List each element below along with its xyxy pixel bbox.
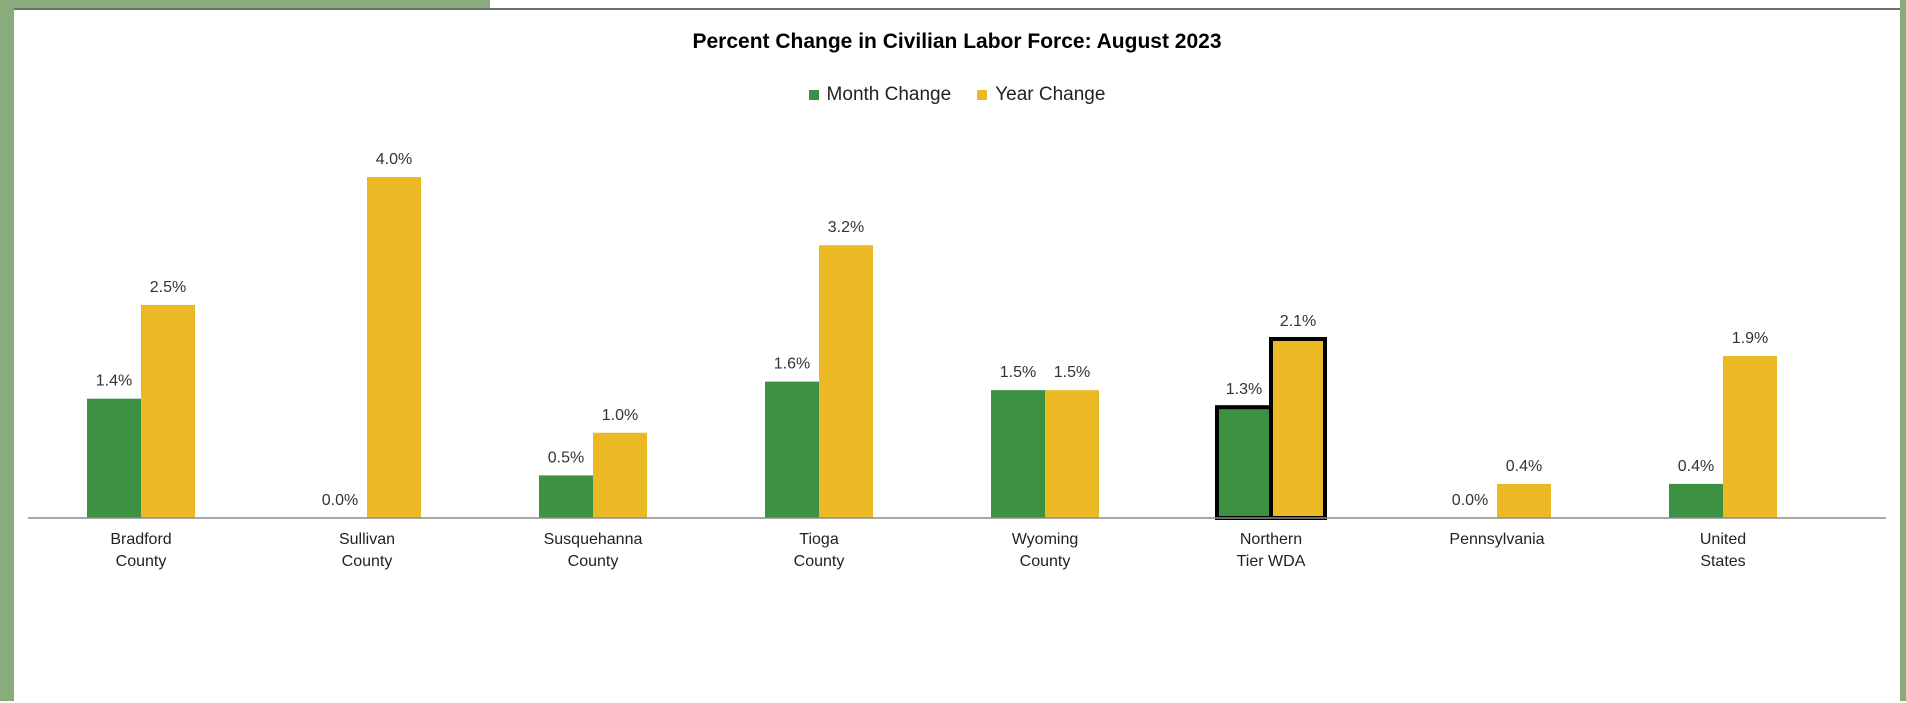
bar-year-1 (367, 177, 421, 519)
frame-right-border (1900, 0, 1906, 701)
bar-year-2 (593, 432, 647, 518)
data-label-month-3: 1.6% (774, 356, 810, 373)
chart-legend: Month Change Year Change (14, 84, 1900, 106)
data-label-month-4: 1.5% (1000, 364, 1036, 381)
bar-chart-plot: 1.4% 2.5% Bradford County 0.0% 4.0% Sullivan Co… (28, 151, 1886, 570)
bar-year-7 (1723, 356, 1777, 518)
category-label-3: Tioga County (794, 531, 845, 570)
data-label-year-1: 4.0% (376, 151, 412, 168)
legend-swatch-month (808, 90, 819, 100)
data-label-month-7: 0.4% (1678, 458, 1714, 475)
category-label-6: Pennsylvania (1449, 531, 1544, 548)
bar-month-4 (991, 390, 1045, 518)
category-label-0: Bradford County (110, 531, 171, 570)
data-label-year-6: 0.4% (1506, 458, 1542, 475)
category-label-7: United States (1700, 531, 1746, 570)
chart-title: Percent Change in Civilian Labor Force: … (692, 30, 1222, 53)
bar-month-0 (87, 398, 141, 518)
data-label-year-2: 1.0% (602, 407, 638, 424)
data-label-year-0: 2.5% (150, 279, 186, 296)
data-label-month-2: 0.5% (548, 449, 584, 466)
bar-year-5 (1269, 337, 1327, 520)
frame-left-border (0, 0, 14, 701)
category-label-2: Susquehanna County (544, 531, 643, 570)
data-label-month-1: 0.0% (322, 492, 358, 509)
data-label-year-7: 1.9% (1732, 330, 1768, 347)
bar-year-6 (1497, 483, 1551, 518)
chart-panel: Percent Change in Civilian Labor Force: … (14, 8, 1900, 701)
bar-year-3 (819, 245, 873, 518)
legend-label-month: Month Change (826, 84, 952, 105)
category-label-5: Northern Tier WDA (1237, 531, 1306, 570)
bar-year-0 (141, 304, 195, 518)
bar-month-5 (1215, 405, 1273, 521)
data-label-year-3: 3.2% (828, 219, 864, 236)
bar-month-2 (539, 475, 593, 518)
category-label-4: Wyoming County (1012, 531, 1079, 570)
legend-label-year: Year Change (995, 84, 1106, 105)
bar-year-4 (1045, 390, 1099, 518)
data-label-year-5: 2.1% (1280, 313, 1316, 330)
legend-swatch-year (977, 90, 988, 100)
data-label-month-0: 1.4% (96, 373, 132, 390)
frame-top-border (0, 0, 490, 8)
legend-item-month: Month Change (808, 84, 952, 106)
bar-month-7 (1669, 483, 1723, 518)
legend-item-year: Year Change (977, 84, 1105, 106)
data-label-month-6: 0.0% (1452, 492, 1488, 509)
data-label-month-5: 1.3% (1226, 381, 1262, 398)
category-label-1: Sullivan County (339, 531, 395, 570)
bar-month-3 (765, 381, 819, 518)
data-label-year-4: 1.5% (1054, 364, 1090, 381)
